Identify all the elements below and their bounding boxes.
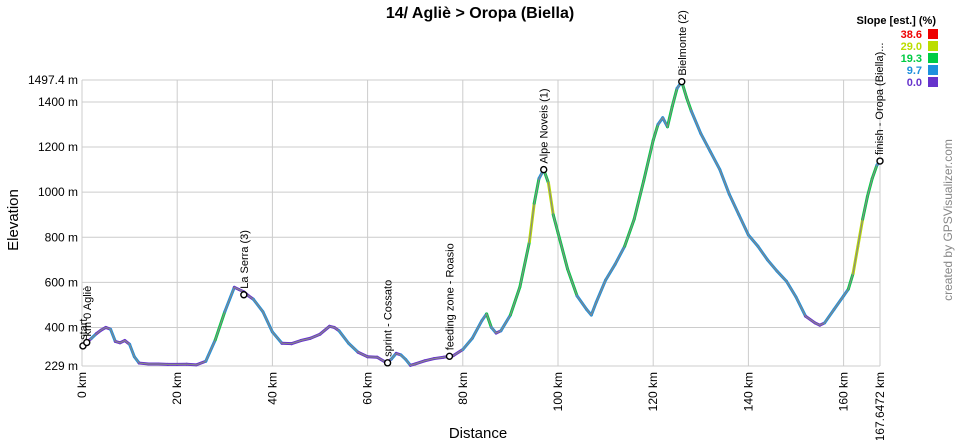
x-tick-label-6: 120 km <box>646 372 660 411</box>
legend-swatch-4 <box>928 77 938 87</box>
waypoint-marker-1 <box>83 338 91 347</box>
waypoint-label-5: Alpe Noveis (1) <box>539 88 551 163</box>
legend-value-0: 38.6 <box>901 29 922 41</box>
x-tick-label-4: 80 km <box>456 372 470 405</box>
y-axis-label: Elevation <box>5 189 22 251</box>
x-tick-label-3: 60 km <box>361 372 375 405</box>
y-tick-label-7: 1497.4 m <box>28 73 78 87</box>
x-tick-labels: 0 km 20 km 40 km 60 km 80 km 100 km 120 km 140 … <box>75 372 887 440</box>
waypoint-marker-7 <box>876 157 884 165</box>
x-axis-label: Distance <box>449 425 507 440</box>
waypoint-marker-2 <box>240 291 248 299</box>
legend-value-4: 0.0 <box>907 77 922 89</box>
y-tick-label-3: 800 m <box>45 230 78 244</box>
y-tick-label-6: 1400 m <box>38 95 78 109</box>
waypoint-label-0: start <box>78 319 90 340</box>
waypoint-label-1: km 0 Agliè <box>82 286 94 337</box>
y-tick-label-4: 1000 m <box>38 185 78 199</box>
y-tick-label-2: 600 m <box>45 275 78 289</box>
x-tick-label-8: 160 km <box>837 372 851 411</box>
credit-text: created by GPSVisualizer.com <box>941 139 955 301</box>
x-tick-label-1: 20 km <box>170 372 184 405</box>
chart-title: 14/ Agliè > Oropa (Biella) <box>386 5 574 22</box>
legend-swatch-3 <box>928 65 938 75</box>
legend-value-2: 19.3 <box>901 53 922 65</box>
waypoint-label-2: La Serra (3) <box>239 230 251 289</box>
y-grid <box>82 79 880 367</box>
x-tick-label-5: 100 km <box>551 372 565 411</box>
slope-legend: Slope [est.] (%) 38.629.019.39.70.0 <box>857 15 938 89</box>
x-tick-label-7: 140 km <box>741 372 755 411</box>
waypoint-marker-4 <box>445 352 454 361</box>
y-tick-label-5: 1200 m <box>38 140 78 154</box>
legend-swatch-0 <box>928 29 938 39</box>
y-tick-labels: 229 m 400 m 600 m 800 m 1000 m 1200 m 1400 m 14… <box>28 73 78 373</box>
legend-value-3: 9.7 <box>907 65 922 77</box>
elevation-line <box>81 80 881 366</box>
elevation-profile <box>80 80 882 367</box>
waypoint-marker-6 <box>678 77 686 86</box>
legend-swatch-1 <box>928 41 938 51</box>
x-tick-label-0: 0 km <box>75 372 89 398</box>
waypoint-label-3: sprint - Cossato <box>383 280 395 357</box>
x-tick-label-9: 167.6472 km <box>873 372 887 440</box>
waypoint-marker-3 <box>383 359 392 367</box>
legend-value-1: 29.0 <box>901 41 922 53</box>
waypoint-label-6: Bielmonte (2) <box>677 10 689 75</box>
waypoint-label-7: finish - Oropa (Biella)... <box>874 43 886 155</box>
legend-title: Slope [est.] (%) <box>857 15 937 27</box>
x-grid <box>81 80 881 366</box>
waypoint-label-4: feeding zone - Roasio <box>444 243 456 350</box>
y-tick-label-0: 229 m <box>45 359 78 373</box>
legend-swatch-2 <box>928 53 938 63</box>
y-tick-label-1: 400 m <box>45 320 78 334</box>
x-tick-label-2: 40 km <box>265 372 279 405</box>
waypoint-marker-5 <box>540 165 548 174</box>
